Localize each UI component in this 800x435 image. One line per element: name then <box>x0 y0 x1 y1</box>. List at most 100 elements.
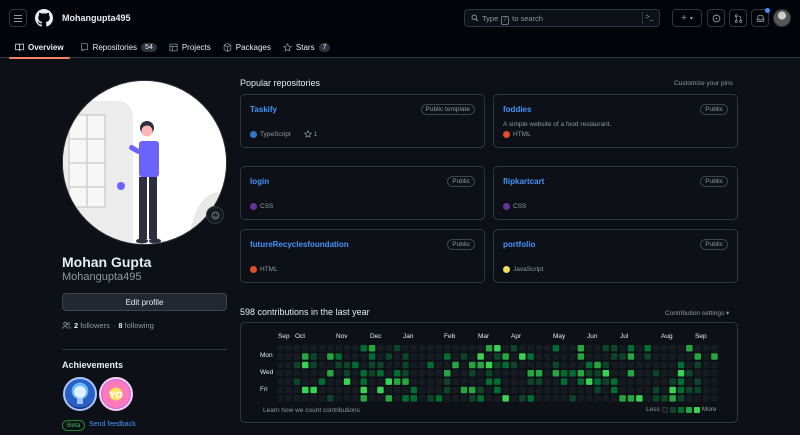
contribution-day-cell[interactable] <box>711 395 718 402</box>
contribution-day-cell[interactable] <box>385 386 393 394</box>
contribution-day-cell[interactable] <box>393 353 401 360</box>
contribution-day-cell[interactable] <box>327 370 334 377</box>
contribution-day-cell[interactable] <box>602 395 610 402</box>
contribution-day-cell[interactable] <box>686 395 693 402</box>
contribution-day-cell[interactable] <box>661 361 668 369</box>
contribution-day-cell[interactable] <box>327 361 334 369</box>
contribution-day-cell[interactable] <box>644 345 651 352</box>
contribution-day-cell[interactable] <box>636 395 643 402</box>
contribution-day-cell[interactable] <box>577 378 585 385</box>
contribution-day-cell[interactable] <box>619 361 626 369</box>
contribution-day-cell[interactable] <box>418 395 426 402</box>
contribution-day-cell[interactable] <box>293 370 301 377</box>
contribution-day-cell[interactable] <box>535 386 543 394</box>
contribution-day-cell[interactable] <box>293 353 301 360</box>
contribution-day-cell[interactable] <box>636 361 643 369</box>
contribution-day-cell[interactable] <box>619 345 626 352</box>
contribution-day-cell[interactable] <box>452 395 459 402</box>
contribution-day-cell[interactable] <box>277 345 284 352</box>
contribution-day-cell[interactable] <box>611 378 618 385</box>
contribution-day-cell[interactable] <box>627 353 635 360</box>
contribution-day-cell[interactable] <box>560 345 568 352</box>
contribution-day-cell[interactable] <box>510 361 518 369</box>
contribution-day-cell[interactable] <box>527 353 535 360</box>
contribution-day-cell[interactable] <box>360 370 368 377</box>
contribution-day-cell[interactable] <box>452 361 459 369</box>
contribution-day-cell[interactable] <box>694 353 702 360</box>
contribution-day-cell[interactable] <box>585 361 593 369</box>
contribution-day-cell[interactable] <box>694 345 702 352</box>
repo-name[interactable]: login <box>250 177 270 186</box>
contribution-day-cell[interactable] <box>636 345 643 352</box>
contribution-day-cell[interactable] <box>494 378 501 385</box>
contribution-day-cell[interactable] <box>702 361 710 369</box>
contribution-day-cell[interactable] <box>418 353 426 360</box>
contribution-day-cell[interactable] <box>585 353 593 360</box>
contribution-day-cell[interactable] <box>652 361 660 369</box>
contribution-day-cell[interactable] <box>552 361 560 369</box>
repo-name[interactable]: foddies <box>503 105 532 114</box>
contribution-day-cell[interactable] <box>343 353 351 360</box>
contribution-day-cell[interactable] <box>644 370 651 377</box>
issues-button[interactable] <box>707 9 725 27</box>
contribution-day-cell[interactable] <box>418 378 426 385</box>
contribution-day-cell[interactable] <box>594 353 601 360</box>
contribution-day-cell[interactable] <box>418 361 426 369</box>
contribution-day-cell[interactable] <box>360 378 368 385</box>
learn-contributions-link[interactable]: Learn how we count contributions <box>263 407 360 414</box>
contribution-day-cell[interactable] <box>477 378 484 385</box>
contribution-day-cell[interactable] <box>552 395 560 402</box>
contribution-day-cell[interactable] <box>702 353 710 360</box>
contribution-day-cell[interactable] <box>677 361 685 369</box>
contribution-day-cell[interactable] <box>402 378 409 385</box>
contribution-day-cell[interactable] <box>277 370 284 377</box>
contribution-day-cell[interactable] <box>569 345 576 352</box>
contribution-day-cell[interactable] <box>460 386 468 394</box>
contribution-day-cell[interactable] <box>569 395 576 402</box>
menu-button[interactable] <box>9 9 27 27</box>
contribution-day-cell[interactable] <box>502 386 509 394</box>
contribution-day-cell[interactable] <box>368 395 376 402</box>
contribution-day-cell[interactable] <box>352 361 359 369</box>
customize-pins-link[interactable]: Customize your pins <box>674 80 733 87</box>
contribution-day-cell[interactable] <box>318 345 326 352</box>
contribution-day-cell[interactable] <box>318 386 326 394</box>
contribution-day-cell[interactable] <box>477 345 484 352</box>
contribution-day-cell[interactable] <box>285 345 292 352</box>
contribution-day-cell[interactable] <box>385 370 393 377</box>
github-logo-icon[interactable] <box>35 9 53 27</box>
contribution-day-cell[interactable] <box>360 386 368 394</box>
contribution-settings-dropdown[interactable]: Contribution settings ▾ <box>665 310 730 317</box>
contribution-day-cell[interactable] <box>302 370 309 377</box>
repo-name[interactable]: Taskify <box>250 105 277 114</box>
contribution-day-cell[interactable] <box>619 378 626 385</box>
contribution-day-cell[interactable] <box>385 345 393 352</box>
contribution-day-cell[interactable] <box>427 345 434 352</box>
contribution-day-cell[interactable] <box>627 345 635 352</box>
contribution-day-cell[interactable] <box>510 370 518 377</box>
contribution-day-cell[interactable] <box>560 353 568 360</box>
contribution-day-cell[interactable] <box>460 370 468 377</box>
contribution-day-cell[interactable] <box>469 386 476 394</box>
contribution-day-cell[interactable] <box>585 378 593 385</box>
contribution-day-cell[interactable] <box>393 386 401 394</box>
contribution-day-cell[interactable] <box>535 345 543 352</box>
contribution-day-cell[interactable] <box>694 386 702 394</box>
contribution-day-cell[interactable] <box>485 386 493 394</box>
contribution-day-cell[interactable] <box>694 378 702 385</box>
contribution-day-cell[interactable] <box>310 361 317 369</box>
contribution-day-cell[interactable] <box>602 370 610 377</box>
contribution-day-cell[interactable] <box>644 378 651 385</box>
contribution-day-cell[interactable] <box>652 370 660 377</box>
contribution-day-cell[interactable] <box>368 353 376 360</box>
contribution-day-cell[interactable] <box>569 386 576 394</box>
contribution-day-cell[interactable] <box>360 361 368 369</box>
contribution-day-cell[interactable] <box>527 361 535 369</box>
contribution-day-cell[interactable] <box>343 395 351 402</box>
contribution-day-cell[interactable] <box>460 353 468 360</box>
contribution-day-cell[interactable] <box>302 345 309 352</box>
contribution-day-cell[interactable] <box>560 361 568 369</box>
contribution-day-cell[interactable] <box>627 370 635 377</box>
contribution-day-cell[interactable] <box>677 345 685 352</box>
contribution-day-cell[interactable] <box>444 395 451 402</box>
